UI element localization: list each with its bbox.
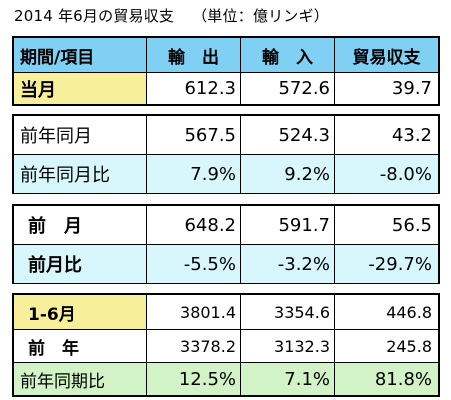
row-exports: 3801.4: [146, 295, 240, 329]
row-label: 前年同月: [20, 126, 92, 147]
table-row: 前月比 -5.5% -3.2% -29.7%: [14, 244, 438, 283]
unit-note: （単位：億リンギ）: [192, 7, 329, 25]
row-imports: 3132.3: [240, 330, 334, 362]
table-row: 前 月 648.2 591.7 56.5: [14, 206, 438, 244]
row-balance: -8.0%: [334, 155, 438, 193]
ytd-block: 1-6月 3801.4 3354.6 446.8 前 年 3378.2 3132…: [12, 293, 440, 397]
header-block: 期間/項目 輸 出 輸 入 貿易収支 当月 612.3 572.6 39.7: [12, 36, 440, 106]
row-exports: 3378.2: [146, 330, 240, 362]
row-label: 前 月: [28, 216, 82, 237]
current-exports: 612.3: [146, 73, 240, 104]
header-exports: 輸 出: [146, 38, 240, 72]
row-exports: 648.2: [146, 206, 240, 244]
row-balance: 446.8: [334, 295, 438, 329]
row-exports: 12.5%: [146, 363, 240, 395]
table-title: 2014 年6月の貿易収支: [14, 7, 175, 25]
row-imports: -3.2%: [240, 245, 334, 283]
row-balance: 56.5: [334, 206, 438, 244]
row-label: 前 年: [28, 338, 79, 359]
row-imports: 524.3: [240, 116, 334, 154]
table-row: 前年同期比 12.5% 7.1% 81.8%: [14, 362, 438, 395]
row-label: 1-6月: [14, 295, 146, 329]
row-exports: 7.9%: [146, 155, 240, 193]
header-row: 期間/項目 輸 出 輸 入 貿易収支: [14, 38, 438, 72]
header-balance: 貿易収支: [334, 38, 438, 72]
row-imports: 9.2%: [240, 155, 334, 193]
row-imports: 3354.6: [240, 295, 334, 329]
row-exports: 567.5: [146, 116, 240, 154]
row-balance: -29.7%: [334, 245, 438, 283]
header-period: 期間/項目: [14, 38, 146, 72]
row-label: 前月比: [28, 255, 82, 276]
current-balance: 39.7: [334, 73, 438, 104]
table-row: 1-6月 3801.4 3354.6 446.8: [14, 295, 438, 329]
yoy-block: 前年同月 567.5 524.3 43.2 前年同月比 7.9% 9.2% -8…: [12, 114, 440, 194]
page-title: 2014 年6月の貿易収支 （単位：億リンギ）: [14, 5, 329, 26]
row-balance: 43.2: [334, 116, 438, 154]
mom-block: 前 月 648.2 591.7 56.5 前月比 -5.5% -3.2% -29…: [12, 204, 440, 284]
row-label: 前年同期比: [20, 371, 105, 392]
row-exports: -5.5%: [146, 245, 240, 283]
header-imports: 輸 入: [240, 38, 334, 72]
row-imports: 591.7: [240, 206, 334, 244]
row-imports: 7.1%: [240, 363, 334, 395]
current-label: 当月: [14, 73, 146, 104]
current-imports: 572.6: [240, 73, 334, 104]
table-row: 前年同月 567.5 524.3 43.2: [14, 116, 438, 154]
table-row: 前 年 3378.2 3132.3 245.8: [14, 329, 438, 362]
current-month-row: 当月 612.3 572.6 39.7: [14, 72, 438, 104]
row-balance: 245.8: [334, 330, 438, 362]
row-balance: 81.8%: [334, 363, 438, 395]
table-row: 前年同月比 7.9% 9.2% -8.0%: [14, 154, 438, 193]
row-label: 前年同月比: [20, 165, 110, 186]
